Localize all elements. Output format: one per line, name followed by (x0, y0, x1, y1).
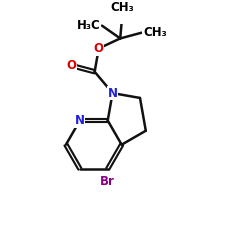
Text: N: N (75, 114, 85, 127)
Text: CH₃: CH₃ (110, 2, 134, 15)
Text: O: O (67, 59, 77, 72)
Text: H₃C: H₃C (77, 19, 101, 32)
Text: Br: Br (100, 175, 115, 188)
Text: CH₃: CH₃ (143, 26, 167, 39)
Text: N: N (108, 86, 118, 100)
Text: O: O (94, 42, 104, 55)
